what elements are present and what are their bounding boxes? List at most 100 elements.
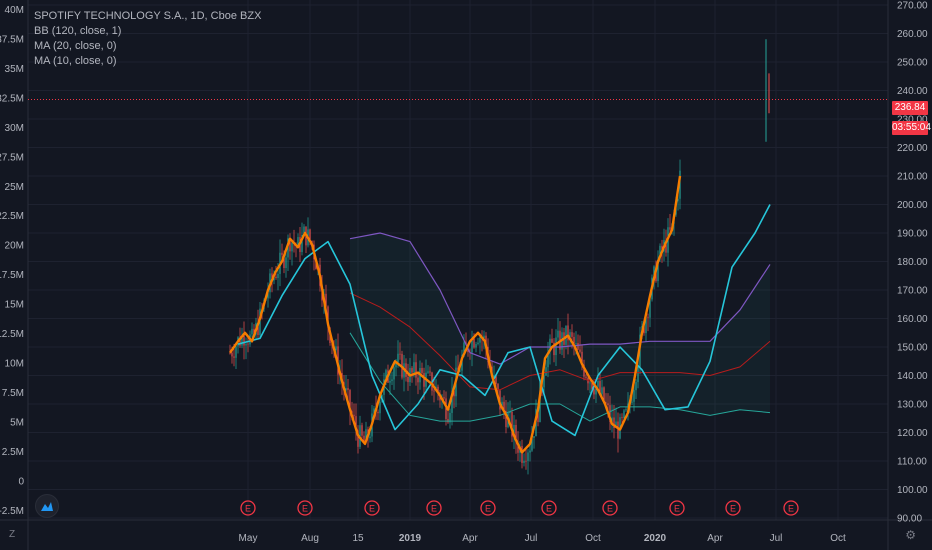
candle-body <box>463 342 465 356</box>
candle-body <box>505 411 507 428</box>
volume-tick-label: -2.5M <box>0 506 24 517</box>
candle-body <box>483 335 485 339</box>
candle-body <box>385 370 387 380</box>
candle-body <box>617 421 619 439</box>
candle-body <box>245 343 247 346</box>
earnings-marker[interactable] <box>480 500 496 516</box>
series-line <box>237 204 771 437</box>
earnings-marker[interactable] <box>426 500 442 516</box>
candle-body <box>581 351 583 365</box>
candle-body <box>475 344 477 348</box>
candle-body <box>653 266 655 278</box>
candle-body <box>657 259 659 282</box>
time-axis: May Aug 15 2019 Apr Jul Oct 2020 Apr Jul Oct <box>239 533 846 544</box>
candle-body <box>285 257 287 269</box>
candle-body <box>397 353 399 363</box>
price-tick-label: 250.00 <box>897 58 928 69</box>
candle-body <box>391 379 393 381</box>
earnings-marker[interactable] <box>541 500 557 516</box>
candle-body <box>573 336 575 344</box>
candle-body <box>637 366 639 383</box>
candle-body <box>569 332 571 341</box>
earnings-marker-label: E <box>730 504 736 514</box>
candle-body <box>575 343 577 344</box>
time-tick-label: 2019 <box>399 533 422 544</box>
timezone-toggle[interactable]: Z <box>9 529 16 540</box>
indicator-bb-label[interactable]: BB (120, close, 1) <box>34 25 122 37</box>
series-line <box>349 332 771 422</box>
volume-axis: -2.5M 0 2.5M 5M 7.5M 10M 12.5M 15M 17.5M 20M 22.5M… <box>0 5 24 517</box>
price-tick-label: 260.00 <box>897 29 928 40</box>
candle-body <box>625 409 627 411</box>
last-price-badge: 236.84 <box>892 101 928 115</box>
candle-body <box>239 337 241 346</box>
price-tick-label: 140.00 <box>897 371 928 382</box>
volume-tick-label: 10M <box>5 359 24 370</box>
price-tick-label: 100.00 <box>897 485 928 496</box>
volume-tick-label: 22.5M <box>0 211 24 222</box>
earnings-marker[interactable] <box>297 500 313 516</box>
earnings-marker[interactable] <box>725 500 741 516</box>
candle-body <box>275 276 277 279</box>
candle-body <box>557 330 559 338</box>
candle-body <box>595 386 597 395</box>
candle-body <box>509 411 511 414</box>
tradingview-logo-icon[interactable] <box>35 494 59 518</box>
volume-tick-label: 27.5M <box>0 152 24 163</box>
candle-body <box>363 435 365 442</box>
price-tick-label: 190.00 <box>897 229 928 240</box>
candle-body <box>369 436 371 439</box>
price-tick-label: 270.00 <box>897 1 928 12</box>
candle-body <box>251 328 253 335</box>
candle-body <box>543 375 545 388</box>
gear-icon[interactable]: ⚙ <box>905 528 916 542</box>
candle-body <box>633 390 635 402</box>
earnings-marker[interactable] <box>602 500 618 516</box>
time-tick-label: Aug <box>301 533 319 544</box>
price-tick-label: 130.00 <box>897 400 928 411</box>
candle-body <box>547 351 549 368</box>
candle-body <box>565 325 567 345</box>
candle-body <box>365 429 367 442</box>
chart-legend[interactable]: SPOTIFY TECHNOLOGY S.A., 1D, Cboe BZX BB… <box>34 9 261 69</box>
candle-body <box>379 401 381 414</box>
candle-body <box>585 376 587 378</box>
candle-body <box>301 234 303 253</box>
candle-body <box>471 338 473 353</box>
candle-body <box>497 383 499 391</box>
indicator-ma20-label[interactable]: MA (20, close, 0) <box>34 40 117 52</box>
candle-body <box>549 338 551 352</box>
earnings-marker-label: E <box>546 504 552 514</box>
volume-tick-label: 37.5M <box>0 34 24 45</box>
candle-body <box>665 240 667 253</box>
candle-body <box>231 352 233 357</box>
indicator-ma10-label[interactable]: MA (10, close, 0) <box>34 55 117 67</box>
time-tick-label: Jul <box>525 533 538 544</box>
candle-body <box>551 338 553 343</box>
candle-body <box>407 376 409 383</box>
candle-body <box>335 346 337 351</box>
earnings-marker[interactable] <box>240 500 256 516</box>
price-tick-label: 90.00 <box>897 514 922 525</box>
volume-tick-label: 25M <box>5 182 24 193</box>
candle-body <box>235 346 237 358</box>
earnings-marker[interactable] <box>669 500 685 516</box>
time-tick-label: Apr <box>462 533 478 544</box>
candle-body <box>479 337 481 343</box>
candle-body <box>427 371 429 373</box>
candle-body <box>377 411 379 414</box>
candle-body <box>449 412 451 423</box>
time-tick-label: Oct <box>830 533 846 544</box>
price-axis: 90.00 100.00 110.00 120.00 130.00 140.00 150.0… <box>897 1 928 525</box>
earnings-marker[interactable] <box>364 500 380 516</box>
candle-body <box>241 334 243 346</box>
earnings-marker[interactable] <box>783 500 799 516</box>
volume-tick-label: 15M <box>5 300 24 311</box>
symbol-title[interactable]: SPOTIFY TECHNOLOGY S.A., 1D, Cboe BZX <box>34 10 262 22</box>
candle-body <box>611 417 613 422</box>
volume-tick-label: 7.5M <box>2 388 24 399</box>
candle-body <box>545 367 547 376</box>
candle-body <box>511 411 513 437</box>
